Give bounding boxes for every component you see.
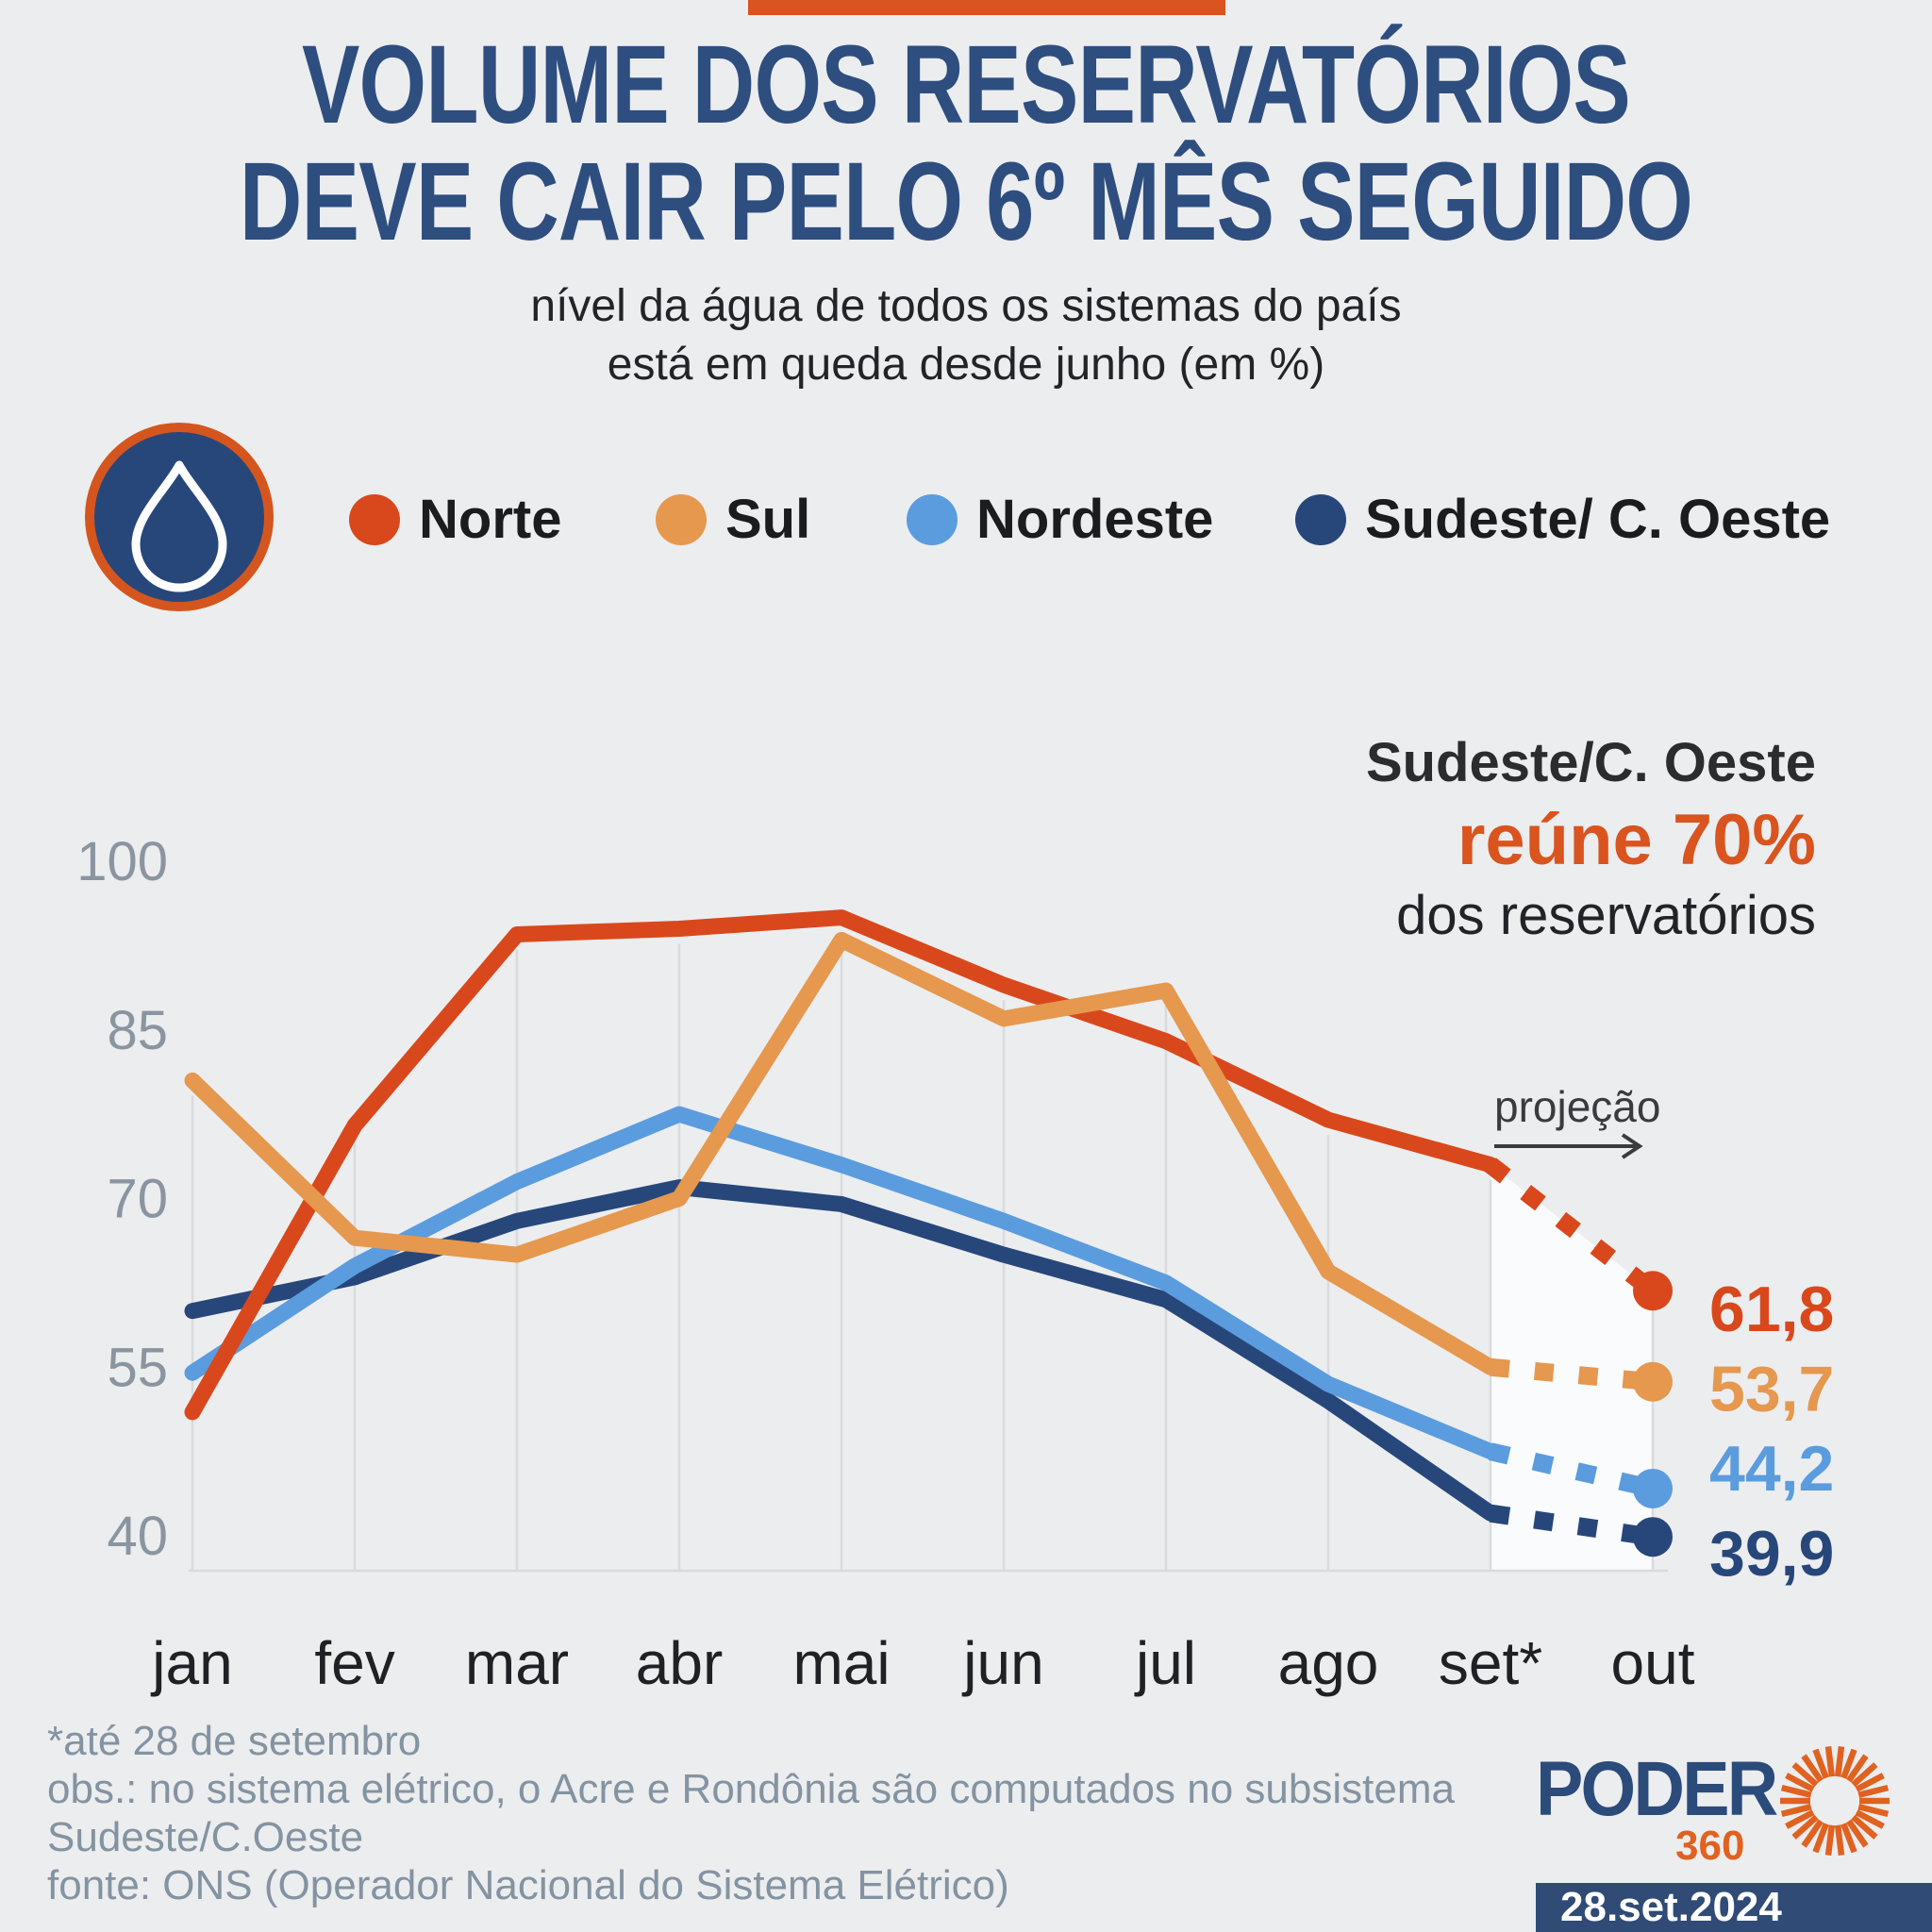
- legend-label-sul: Sul: [725, 489, 811, 550]
- month-label-jun: jun: [961, 1629, 1043, 1697]
- projection-dot-Sudeste/ C. Oeste: [1633, 1517, 1673, 1557]
- legend-dot-sul: [656, 493, 707, 545]
- ytick-100: 100: [76, 831, 168, 892]
- ytick-70: 70: [107, 1169, 168, 1230]
- series-line-Sul: [184, 931, 1499, 1375]
- water-drop-icon: [80, 418, 278, 616]
- projection-arrow-icon: [1494, 1133, 1643, 1159]
- subtitle-line-1: nível da água de todos os sistemas do pa…: [530, 281, 1402, 331]
- projection-dot-Sul: [1633, 1361, 1673, 1402]
- date-badge: 28.set.2024: [1536, 1883, 1932, 1932]
- month-label-out: out: [1611, 1629, 1695, 1697]
- obs-line-1: obs.: no sistema elétrico, o Acre e Rond…: [47, 1766, 1455, 1812]
- legend-dot-norte: [349, 493, 400, 545]
- legend-item-sul: Sul: [656, 488, 810, 551]
- projection-label: projeção: [1494, 1082, 1661, 1131]
- legend-item-norte: Norte: [349, 488, 561, 551]
- projection-dot-Norte: [1633, 1271, 1673, 1311]
- annotation-caption: dos reservatórios: [1396, 885, 1816, 946]
- footer-notes: *até 28 de setembro obs.: no sistema elé…: [47, 1717, 1455, 1909]
- annotation-region: Sudeste/C. Oeste: [1365, 732, 1816, 793]
- value-label-Norte: 61,8: [1709, 1274, 1834, 1345]
- ytick-55: 55: [107, 1337, 168, 1398]
- month-label-fev: fev: [314, 1629, 394, 1697]
- month-label-mai: mai: [792, 1629, 890, 1697]
- accent-bar: [748, 0, 1225, 15]
- poder360-logo: PODER 360: [1536, 1745, 1932, 1877]
- month-label-jul: jul: [1134, 1629, 1196, 1697]
- page-title: VOLUME DOS RESERVATÓRIOS DEVE CAIR PELO …: [0, 26, 1932, 260]
- legend-dot-sudeste: [1295, 493, 1346, 545]
- month-label-ago: ago: [1278, 1629, 1379, 1697]
- month-label-jan: jan: [150, 1629, 232, 1697]
- month-label-set*: set*: [1439, 1629, 1542, 1697]
- title-line-1: VOLUME DOS RESERVATÓRIOS: [301, 23, 1631, 147]
- legend-item-sudeste: Sudeste/ C. Oeste: [1295, 488, 1830, 551]
- month-label-abr: abr: [636, 1629, 724, 1697]
- projection-band: [1491, 1164, 1653, 1571]
- projection-dot-Nordeste: [1633, 1468, 1673, 1508]
- ytick-85: 85: [107, 1000, 168, 1061]
- footnote: *até 28 de setembro: [47, 1718, 422, 1764]
- series-line-Norte: [184, 909, 1499, 1421]
- title-line-2: DEVE CAIR PELO 6º MÊS SEGUIDO: [239, 140, 1693, 264]
- value-label-Sudeste/ C. Oeste: 39,9: [1709, 1518, 1834, 1590]
- logo-360: 360: [1675, 1823, 1745, 1869]
- series-line-Sudeste/ C. Oeste: [184, 1179, 1499, 1522]
- ytick-40: 40: [107, 1506, 168, 1567]
- month-label-mar: mar: [465, 1629, 569, 1697]
- subtitle: nível da água de todos os sistemas do pa…: [0, 277, 1932, 394]
- obs-line-2: Sudeste/C.Oeste: [47, 1814, 364, 1860]
- source: fonte: ONS (Operador Nacional do Sistema…: [47, 1862, 1009, 1908]
- annotation-highlight: reúne 70%: [1457, 800, 1816, 880]
- projection-segment-Nordeste: [1488, 1442, 1656, 1498]
- chart-annotation: Sudeste/C. Oeste reúne 70% dos reservató…: [1366, 732, 1816, 947]
- legend-dot-nordeste: [907, 493, 958, 545]
- value-label-Sul: 53,7: [1709, 1354, 1834, 1425]
- logo-wordmark: PODER: [1536, 1746, 1778, 1832]
- legend-label-norte: Norte: [419, 489, 562, 550]
- legend-item-nordeste: Nordeste: [907, 488, 1213, 551]
- value-label-Nordeste: 44,2: [1709, 1433, 1834, 1505]
- legend-label-sudeste: Sudeste/ C. Oeste: [1365, 489, 1831, 550]
- subtitle-line-2: está em queda desde junho (em %): [607, 340, 1325, 390]
- sunburst-icon: [1780, 1746, 1890, 1856]
- projection-segment-Sul: [1490, 1357, 1654, 1391]
- legend-label-nordeste: Nordeste: [976, 489, 1214, 550]
- projection-segment-Norte: [1485, 1158, 1658, 1298]
- projection-segment-Sudeste/ C. Oeste: [1489, 1504, 1655, 1546]
